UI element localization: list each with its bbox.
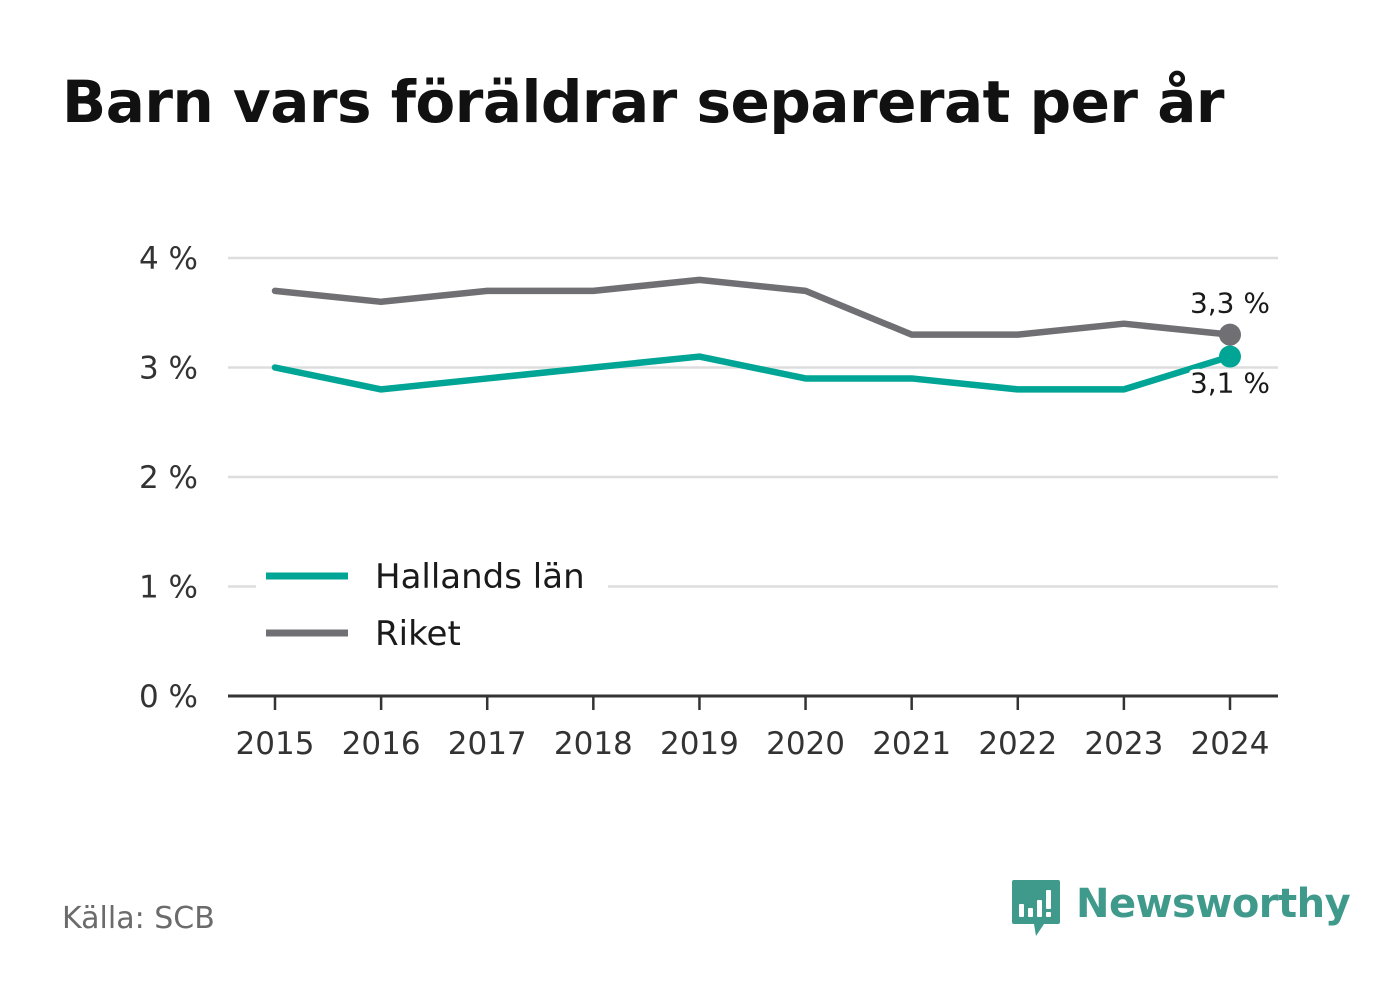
x-tick-label: 2018 (554, 726, 633, 762)
x-tick-label: 2022 (978, 726, 1057, 762)
x-tick-label: 2015 (236, 726, 315, 762)
end-value-labels: 3,1 % 3,3 % (1186, 283, 1273, 403)
end-value-label: 3,3 % (1190, 287, 1270, 320)
series-end-marker (1219, 345, 1241, 368)
series-end-marker (1219, 323, 1241, 346)
legend-label: Hallands län (375, 557, 585, 597)
x-tick-label: 2020 (766, 726, 845, 762)
x-tick-label: 2024 (1191, 726, 1270, 762)
brand: Newsworthy (1010, 878, 1351, 940)
y-axis-tick-labels: 0 % 1 % 2 % 3 % 4 % (139, 241, 198, 715)
series-lines (271, 276, 1241, 393)
series-line (271, 276, 1234, 338)
y-tick-label: 3 % (139, 351, 198, 387)
y-tick-label: 4 % (139, 241, 198, 277)
brand-name: Newsworthy (1076, 881, 1351, 927)
grid-lines (228, 256, 1278, 588)
newsworthy-logo-icon (1012, 880, 1060, 936)
y-tick-label: 2 % (139, 460, 198, 496)
y-tick-label: 0 % (139, 679, 198, 715)
x-axis: 2015 2016 2017 2018 2019 2020 2021 2022 2023 2024 (228, 694, 1278, 762)
source-note: Källa: SCB (62, 901, 215, 936)
legend: Hallands län Riket (256, 554, 608, 655)
series-line (271, 353, 1234, 393)
x-tick-label: 2021 (872, 726, 951, 762)
end-value-label: 3,1 % (1190, 367, 1270, 400)
x-tick-label: 2016 (342, 726, 421, 762)
chart-title: Barn vars föräldrar separerat per år (62, 68, 1224, 136)
y-tick-label: 1 % (139, 570, 198, 606)
x-tick-label: 2019 (660, 726, 739, 762)
x-tick-label: 2023 (1084, 726, 1163, 762)
legend-label: Riket (375, 614, 461, 654)
x-tick-label: 2017 (448, 726, 527, 762)
